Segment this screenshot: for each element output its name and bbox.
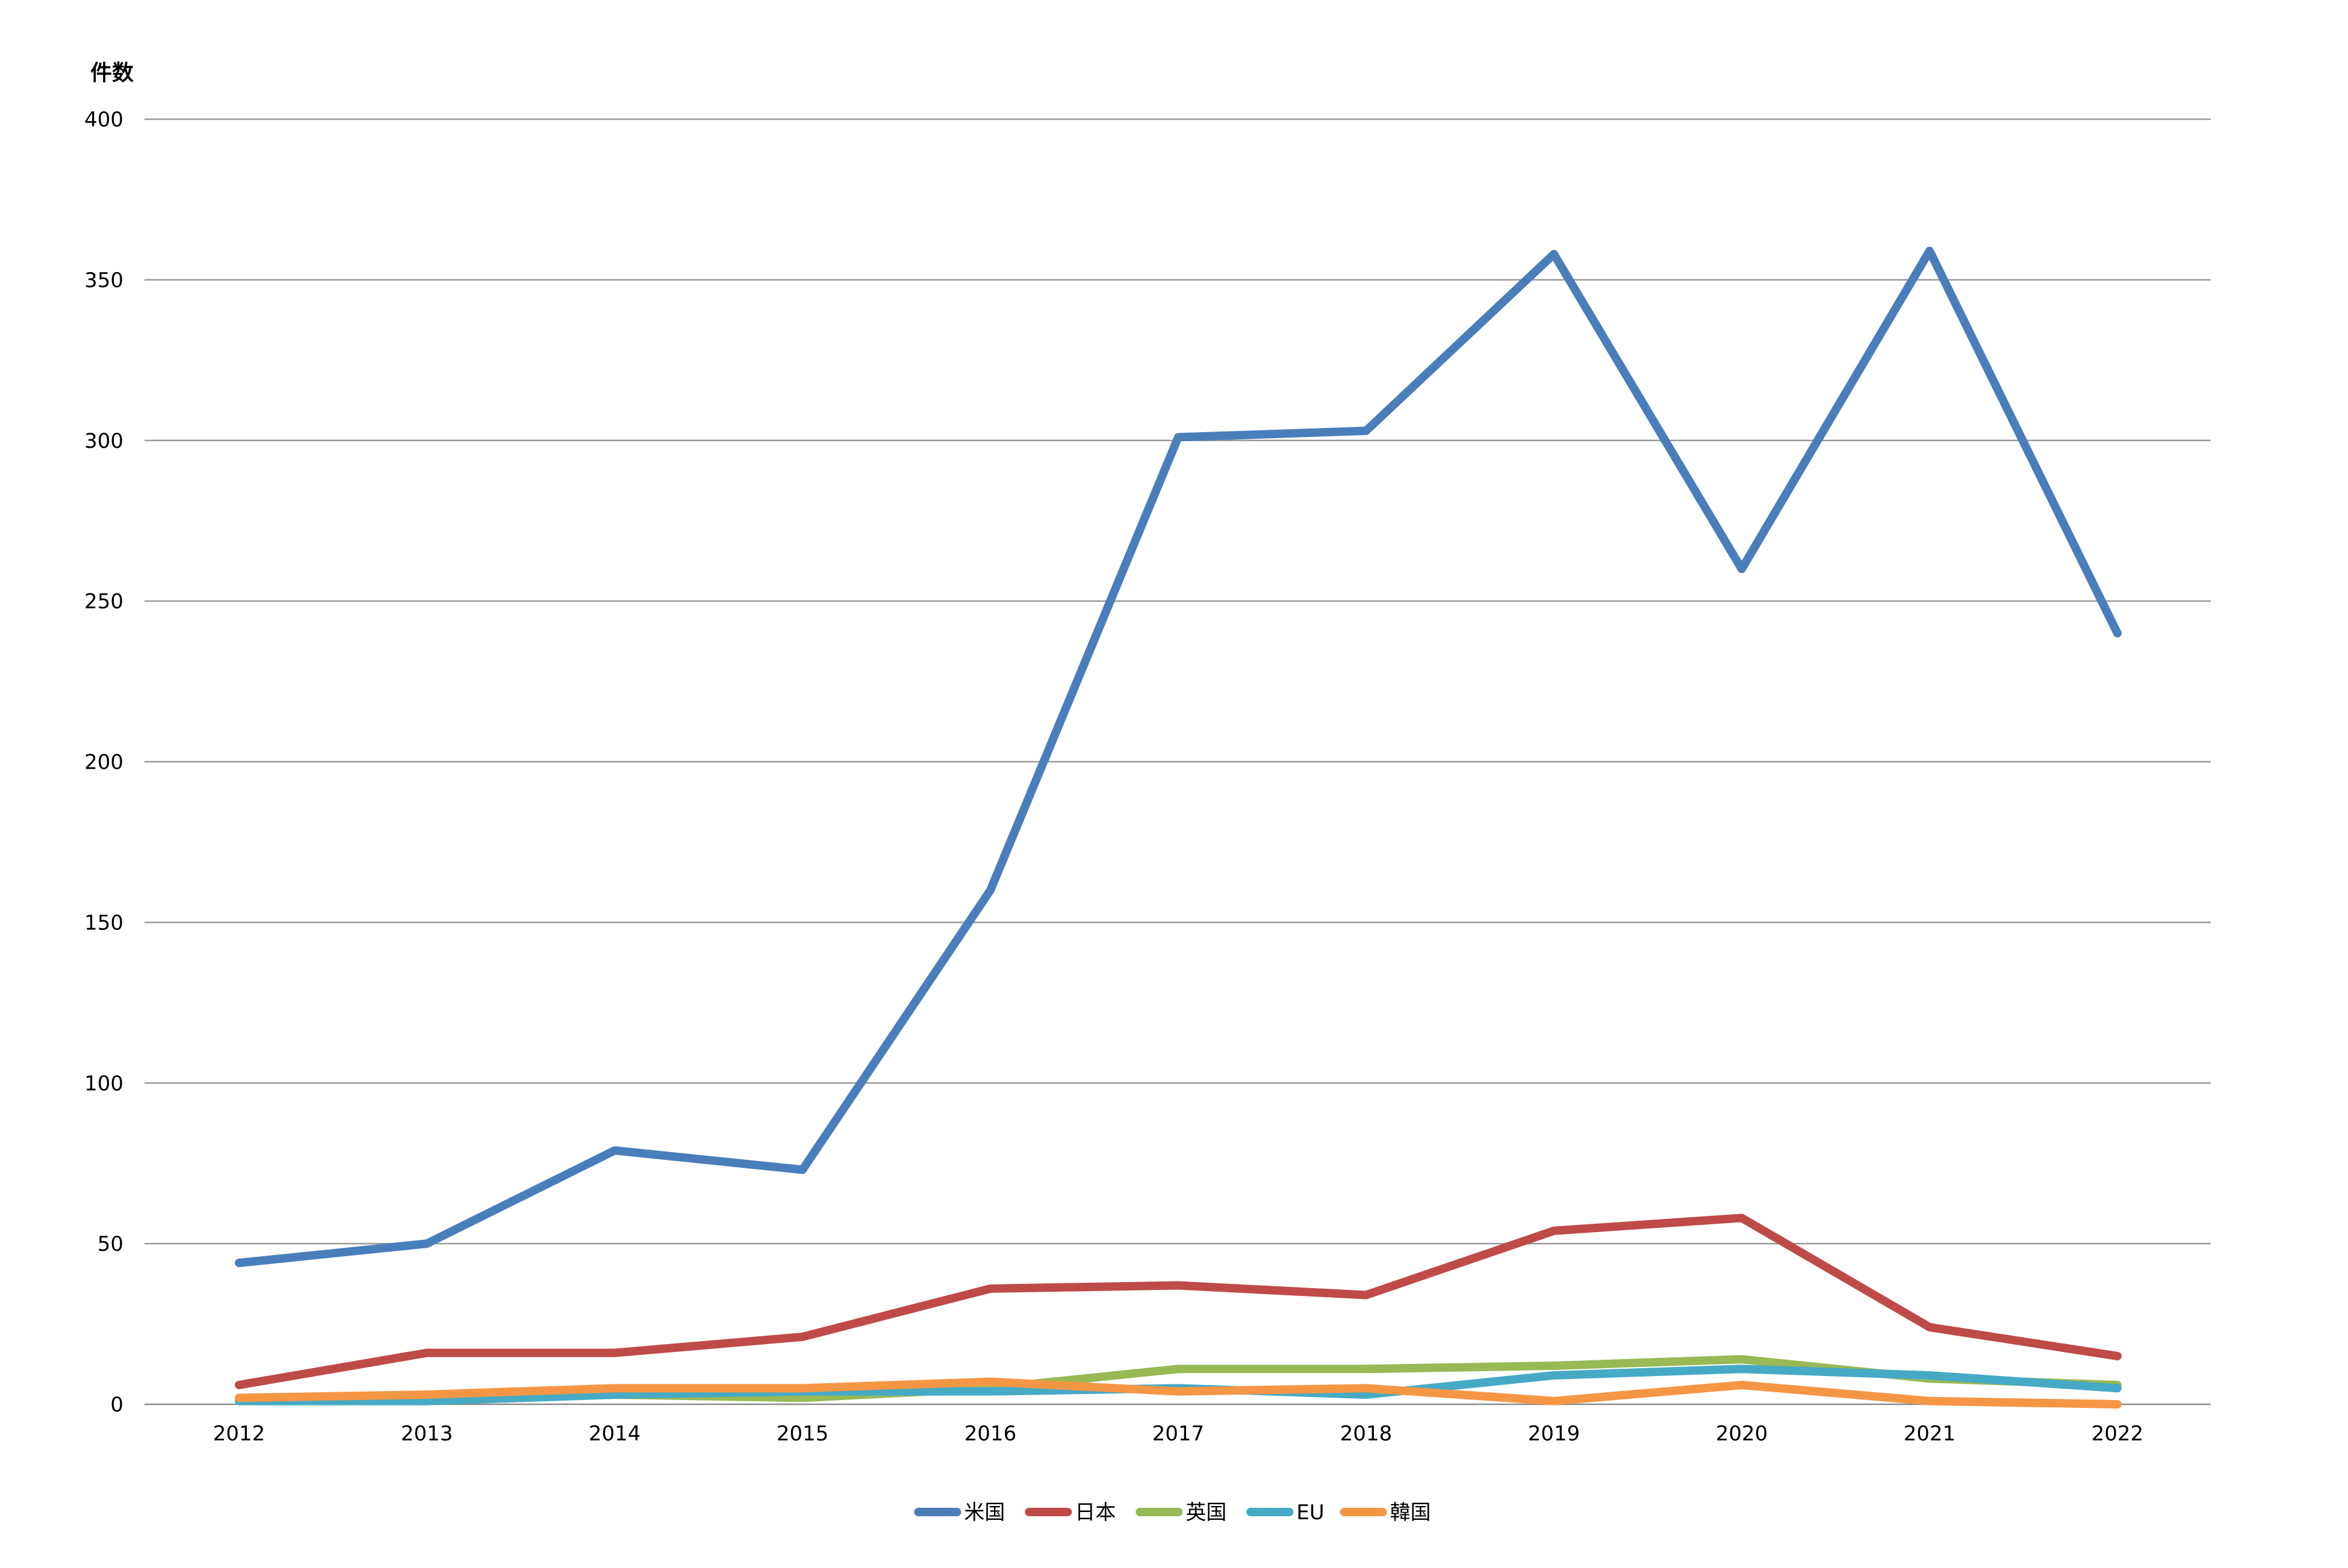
y-axis-title: 件数 — [90, 61, 134, 85]
x-tick-label: 2014 — [589, 1422, 641, 1446]
legend-item-1: 日本 — [1025, 1501, 1116, 1525]
legend-label: 米国 — [964, 1501, 1005, 1525]
y-tick-label: 50 — [98, 1232, 123, 1256]
x-tick-label: 2019 — [1528, 1422, 1580, 1446]
series-line-4 — [235, 1377, 2122, 1408]
y-tick-label: 250 — [84, 590, 123, 614]
y-tick-label: 400 — [84, 108, 123, 132]
gridlines — [144, 118, 2211, 1405]
x-tick-label: 2015 — [777, 1422, 829, 1446]
x-tick-label: 2018 — [1340, 1422, 1393, 1446]
series-line-1 — [235, 1213, 2122, 1389]
legend-item-2: 英国 — [1135, 1501, 1226, 1525]
legend-item-3: EU — [1246, 1501, 1325, 1525]
y-tick-label: 150 — [84, 911, 123, 935]
series-lines — [235, 246, 2122, 1408]
x-axis-ticks: 2012 2013 2014 2015 2016 2017 2018 2019 2020 2021… — [213, 1422, 2144, 1446]
legend-label: 日本 — [1075, 1501, 1116, 1525]
legend-label: EU — [1296, 1501, 1324, 1525]
y-tick-label: 0 — [110, 1393, 123, 1417]
x-tick-label: 2013 — [401, 1422, 453, 1446]
y-tick-label: 100 — [84, 1071, 123, 1095]
series-line-0 — [235, 246, 2122, 1268]
x-tick-label: 2012 — [213, 1422, 266, 1446]
legend-label: 英国 — [1185, 1501, 1226, 1525]
y-axis-ticks: 0 50 100 150 200 250 300 350 400 — [84, 108, 123, 1417]
legend-item-0: 米国 — [914, 1501, 1005, 1525]
y-tick-label: 200 — [84, 751, 123, 775]
x-tick-label: 2021 — [1904, 1422, 1956, 1446]
x-tick-label: 2022 — [2092, 1422, 2144, 1446]
legend-label: 韓国 — [1390, 1501, 1431, 1525]
x-tick-label: 2017 — [1152, 1422, 1205, 1446]
y-tick-label: 300 — [84, 429, 123, 453]
y-tick-label: 350 — [84, 268, 123, 293]
x-tick-label: 2020 — [1716, 1422, 1768, 1446]
legend: 米国 日本 英国 EU 韓国 — [914, 1501, 1431, 1525]
x-tick-label: 2016 — [964, 1422, 1017, 1446]
legend-item-4: 韓国 — [1340, 1501, 1431, 1525]
